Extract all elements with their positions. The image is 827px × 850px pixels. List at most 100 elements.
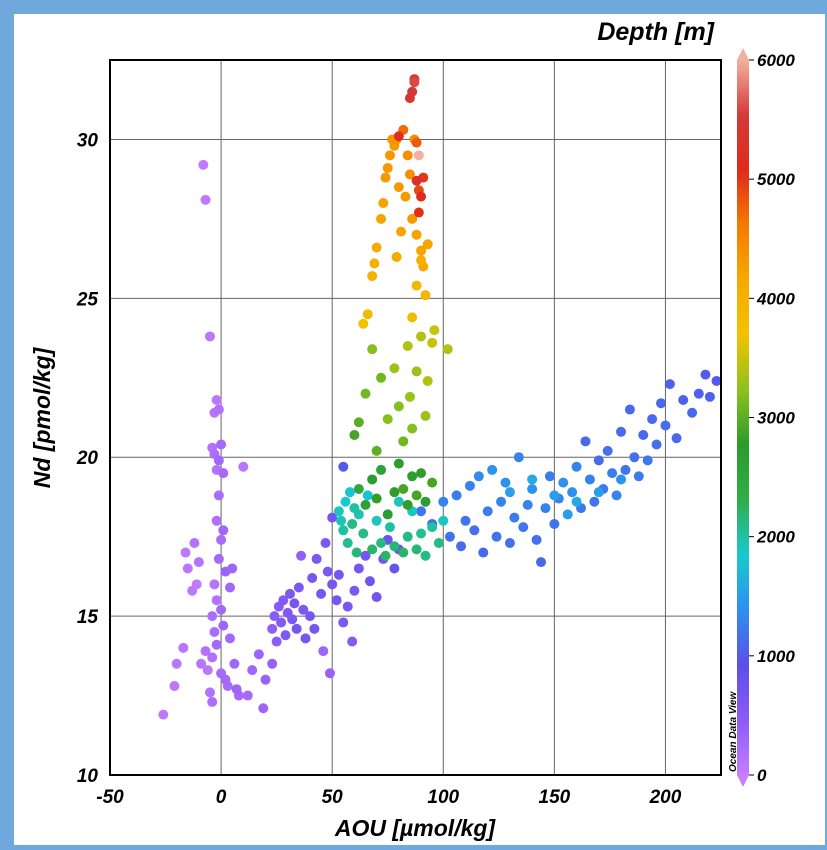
data-point	[358, 528, 369, 539]
data-point	[409, 77, 420, 88]
scatter-chart: -50 0 50 100 150 200 10 15 20 25 30 AOU [µmol/kg]…	[29, 18, 795, 841]
data-point	[182, 563, 193, 574]
x-tick-labels: -50 0 50 100 150 200	[96, 787, 681, 808]
data-point	[342, 538, 353, 549]
data-point	[211, 515, 222, 526]
colorbar-label: Depth [m]	[597, 18, 715, 46]
data-point	[218, 468, 229, 479]
data-point	[398, 547, 409, 558]
data-point	[324, 668, 335, 679]
data-point	[389, 541, 400, 552]
data-point	[293, 582, 304, 593]
data-point	[358, 318, 369, 329]
data-point	[407, 312, 418, 323]
data-point	[693, 388, 704, 399]
data-point	[338, 525, 349, 536]
data-point	[404, 169, 415, 180]
data-point	[647, 414, 658, 425]
data-point	[189, 538, 200, 549]
data-point	[364, 576, 375, 587]
data-point	[213, 553, 224, 564]
data-point	[438, 515, 449, 526]
data-point	[304, 611, 315, 622]
data-point	[382, 163, 393, 174]
data-point	[629, 452, 640, 463]
data-point	[362, 309, 373, 320]
data-point	[427, 337, 438, 348]
ocean-data-view-watermark: Ocean Data View	[728, 691, 739, 772]
data-point	[276, 617, 287, 628]
data-point	[380, 550, 391, 561]
data-point	[260, 674, 271, 685]
data-point	[307, 572, 318, 583]
data-point	[213, 455, 224, 466]
data-point	[338, 461, 349, 472]
x-tick-label: 50	[322, 787, 344, 808]
data-point	[389, 363, 400, 374]
colorbar-tick-label: 5000	[757, 170, 795, 189]
data-point	[229, 658, 240, 669]
data-point	[656, 398, 667, 409]
colorbar-top-cap	[737, 48, 749, 60]
data-point	[687, 407, 698, 418]
data-point	[238, 461, 249, 472]
data-point	[464, 480, 475, 491]
data-point	[336, 515, 347, 526]
colorbar-tick-label: 0	[757, 766, 767, 785]
data-point	[367, 544, 378, 555]
data-point	[624, 404, 635, 415]
data-point	[367, 271, 378, 282]
data-point	[478, 547, 489, 558]
data-point	[360, 388, 371, 399]
data-point	[213, 490, 224, 501]
data-point	[207, 611, 218, 622]
data-point	[433, 538, 444, 549]
data-point	[204, 331, 215, 342]
data-point	[362, 490, 373, 501]
data-point	[671, 433, 682, 444]
data-point	[320, 538, 331, 549]
x-tick-label: 0	[216, 787, 227, 808]
data-point	[527, 474, 538, 485]
colorbar-tick-label: 4000	[756, 289, 795, 308]
data-point	[536, 557, 547, 568]
data-point	[451, 490, 462, 501]
data-point	[398, 484, 409, 494]
data-point	[211, 639, 222, 650]
data-point	[280, 630, 291, 641]
data-point	[456, 541, 467, 552]
data-point	[504, 487, 515, 498]
data-point	[411, 137, 422, 148]
data-point	[427, 522, 438, 533]
data-point	[422, 239, 433, 250]
data-point	[347, 518, 358, 529]
data-point	[411, 366, 422, 377]
data-point	[407, 471, 418, 482]
data-point	[411, 280, 422, 291]
data-point	[300, 633, 311, 644]
data-point	[193, 557, 204, 568]
y-tick-label: 10	[77, 766, 99, 787]
data-point	[638, 429, 649, 440]
data-point	[584, 474, 595, 485]
data-point	[402, 531, 413, 542]
data-point	[404, 391, 415, 402]
colorbar-tick-label: 6000	[757, 51, 795, 70]
data-point	[213, 404, 224, 415]
data-point	[218, 525, 229, 536]
colorbar-tick-labels: 0 1000 2000 3000 4000 5000 6000	[749, 51, 795, 785]
y-tick-label: 20	[76, 448, 99, 469]
colorbar-tick-label: 2000	[756, 528, 795, 547]
data-point	[589, 496, 600, 507]
data-point	[316, 588, 327, 599]
y-tick-label: 15	[77, 607, 99, 628]
data-point	[369, 258, 380, 269]
data-point	[429, 325, 440, 336]
data-point	[416, 331, 427, 342]
data-point	[311, 553, 322, 564]
data-point	[398, 436, 409, 447]
x-axis-label: AOU [µmol/kg]	[334, 815, 497, 841]
data-point	[371, 493, 382, 504]
data-point	[380, 172, 391, 183]
x-tick-label: 100	[427, 787, 459, 808]
